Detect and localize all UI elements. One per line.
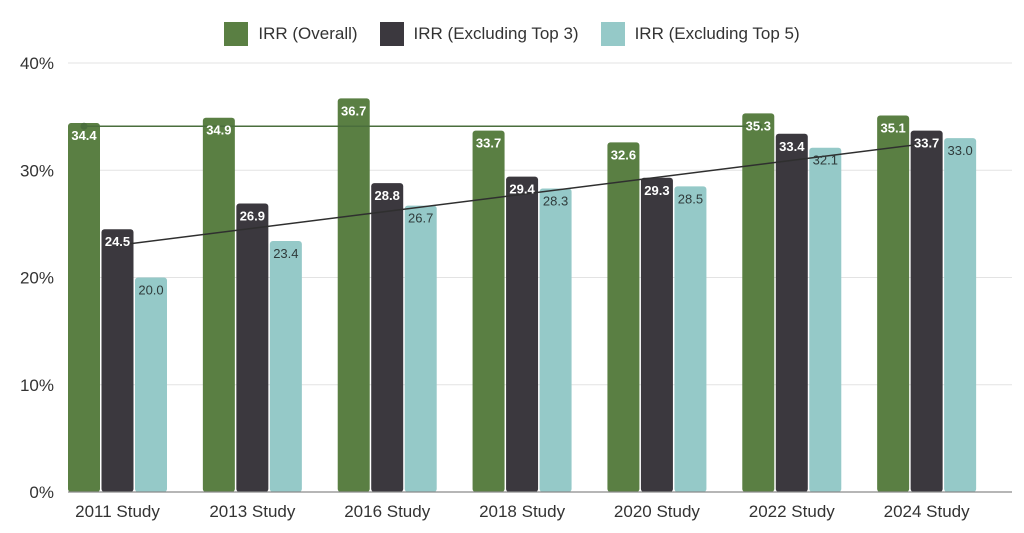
bar (539, 188, 572, 493)
y-tick-label: 30% (20, 161, 54, 180)
bar (877, 115, 910, 493)
legend-item-overall: IRR (Overall) (224, 22, 358, 46)
data-label: 28.5 (678, 191, 703, 206)
bar (472, 130, 505, 492)
x-tick-label: 2016 Study (344, 502, 431, 521)
bar (404, 205, 437, 492)
bar (742, 113, 775, 492)
data-label: 33.0 (947, 143, 972, 158)
trend-line-ex3 (117, 142, 927, 247)
data-label: 34.9 (206, 123, 231, 138)
bar (202, 117, 235, 492)
x-tick-label: 2018 Study (479, 502, 566, 521)
trend-endpoint (754, 122, 762, 130)
data-label: 26.9 (240, 208, 265, 223)
bar (944, 138, 977, 492)
y-tick-label: 20% (20, 269, 54, 288)
y-tick-label: 0% (29, 483, 54, 502)
data-label: 20.0 (138, 283, 163, 298)
data-label: 33.4 (779, 139, 805, 154)
y-tick-label: 10% (20, 376, 54, 395)
data-label: 32.1 (813, 153, 838, 168)
y-tick-label: 40% (20, 54, 54, 73)
legend-item-ex3: IRR (Excluding Top 3) (379, 22, 579, 46)
bar (775, 133, 808, 492)
trend-endpoint (80, 122, 88, 130)
data-label: 33.7 (476, 136, 501, 151)
x-tick-label: 2013 Study (209, 502, 296, 521)
x-tick-label: 2011 Study (75, 502, 160, 521)
data-label: 26.7 (408, 211, 433, 226)
legend-label-ex3: IRR (Excluding Top 3) (413, 24, 579, 43)
legend-item-ex5: IRR (Excluding Top 5) (600, 22, 800, 46)
bar (236, 203, 269, 492)
bar (809, 147, 842, 493)
bar (101, 229, 134, 493)
x-tick-label: 2020 Study (614, 502, 701, 521)
data-label: 32.6 (611, 147, 636, 162)
bar (68, 123, 100, 492)
legend-label-overall: IRR (Overall) (258, 24, 358, 43)
data-label: 33.7 (914, 136, 939, 151)
legend-swatch-overall (224, 22, 249, 46)
bar (269, 241, 302, 492)
bar (640, 177, 673, 492)
data-label: 24.5 (105, 234, 130, 249)
legend-swatch-ex5 (600, 22, 625, 46)
data-label: 29.3 (644, 183, 669, 198)
legend: IRR (Overall) IRR (Excluding Top 3) IRR … (0, 22, 1024, 46)
data-label: 34.4 (71, 128, 97, 143)
legend-swatch-ex3 (379, 22, 404, 46)
bar (910, 130, 943, 492)
bar (337, 98, 370, 492)
data-label: 35.3 (746, 118, 771, 133)
data-label: 29.4 (509, 182, 535, 197)
bar (674, 186, 707, 492)
bar (371, 183, 404, 492)
bar (607, 142, 640, 493)
data-label: 28.3 (543, 193, 568, 208)
x-tick-label: 2022 Study (749, 502, 836, 521)
data-label: 28.8 (375, 188, 400, 203)
bar (135, 277, 167, 492)
legend-label-ex5: IRR (Excluding Top 5) (634, 24, 800, 43)
data-label: 23.4 (273, 246, 298, 261)
bar (506, 176, 539, 492)
data-label: 36.7 (341, 103, 366, 118)
data-label: 35.1 (880, 121, 905, 136)
x-tick-label: 2024 Study (884, 502, 971, 521)
